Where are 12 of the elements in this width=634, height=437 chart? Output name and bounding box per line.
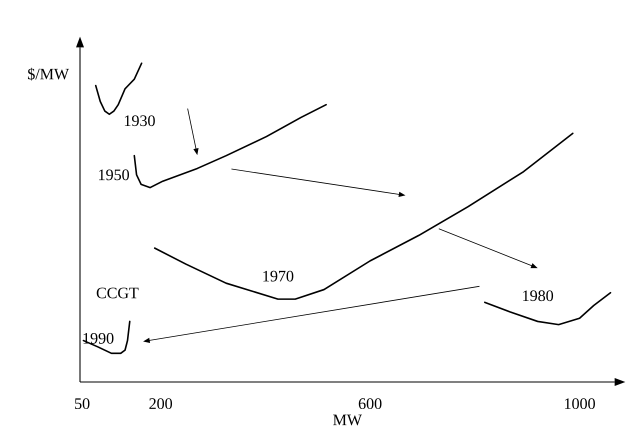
- x-axis-title: MW: [333, 414, 362, 426]
- annotation: CCGT: [96, 288, 139, 298]
- x-tick-label: 50: [75, 398, 90, 410]
- x-tick-label: 1000: [564, 398, 595, 410]
- x-tick-label: 200: [149, 398, 172, 410]
- series-label: 1980: [523, 290, 554, 302]
- series-label: 1970: [263, 270, 294, 282]
- series-label: 1930: [124, 115, 155, 126]
- y-axis-title: $/MW: [28, 68, 70, 81]
- series-label: 1950: [99, 169, 130, 180]
- series-label: 1990: [83, 332, 114, 344]
- x-tick-label: 600: [358, 398, 382, 410]
